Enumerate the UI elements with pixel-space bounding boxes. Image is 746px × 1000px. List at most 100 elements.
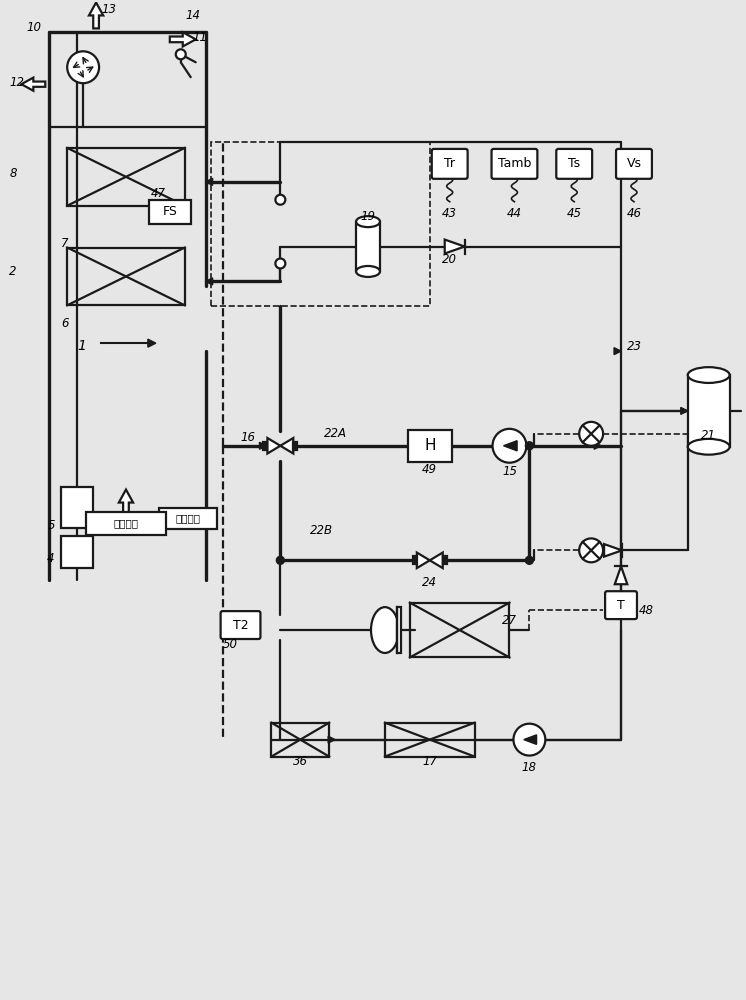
Ellipse shape [688,367,730,383]
Circle shape [525,442,533,450]
Text: 22B: 22B [310,524,333,537]
Text: 14: 14 [186,9,201,22]
Polygon shape [504,441,517,451]
Polygon shape [206,278,213,285]
Bar [67,148,185,206]
Circle shape [275,258,285,268]
Text: 44: 44 [507,207,522,220]
Polygon shape [614,348,621,355]
Ellipse shape [371,607,399,653]
Polygon shape [615,566,627,584]
Polygon shape [170,32,195,46]
Ellipse shape [356,266,380,277]
Text: 1: 1 [78,339,86,353]
Text: 5: 5 [47,519,54,532]
Text: 49: 49 [422,463,437,476]
Circle shape [579,538,603,562]
Bar [61,536,93,568]
Text: 21: 21 [701,429,716,442]
Bar [86,512,166,535]
Polygon shape [89,2,103,28]
Polygon shape [430,553,442,568]
Text: 45: 45 [567,207,582,220]
Polygon shape [681,407,688,414]
Circle shape [67,51,99,83]
Text: H: H [424,438,436,453]
Text: 24: 24 [422,576,437,589]
Bar [263,442,267,450]
Polygon shape [524,735,536,744]
Bar [159,508,216,529]
Text: 23: 23 [627,340,642,353]
Text: 7: 7 [61,237,69,250]
Bar [397,607,401,653]
Text: 16: 16 [240,431,256,444]
Text: 43: 43 [442,207,457,220]
Text: 10: 10 [26,21,41,34]
Text: 外界大气: 外界大气 [113,518,139,528]
Text: 15: 15 [502,465,517,478]
Text: 47: 47 [151,187,166,200]
Text: 22A: 22A [324,427,347,440]
Circle shape [176,49,186,59]
Text: T2: T2 [233,619,248,632]
Polygon shape [260,442,266,449]
Bar [356,222,380,271]
Text: 19: 19 [360,210,375,223]
Text: 18: 18 [522,761,537,774]
Bar [410,603,510,657]
Bar [61,487,93,528]
Bar [442,556,447,564]
FancyBboxPatch shape [221,611,260,639]
Bar [210,142,430,306]
Text: 27: 27 [502,614,517,627]
Text: 12: 12 [10,76,25,89]
Polygon shape [267,438,280,454]
Circle shape [525,556,533,564]
Bar [408,430,451,462]
Text: Ts: Ts [568,157,580,170]
Text: 13: 13 [101,3,116,16]
Text: 17: 17 [422,755,437,768]
Polygon shape [206,178,213,185]
Circle shape [492,429,527,463]
Circle shape [275,195,285,205]
Bar [688,375,730,447]
Polygon shape [119,490,133,515]
Text: 6: 6 [61,317,69,330]
FancyBboxPatch shape [616,149,652,179]
Circle shape [579,422,603,446]
Circle shape [513,724,545,756]
Text: 20: 20 [442,253,457,266]
Polygon shape [148,339,156,347]
Bar [385,723,474,757]
Polygon shape [417,553,430,568]
Text: 50: 50 [223,638,238,651]
Text: FS: FS [163,205,178,218]
Text: 11: 11 [192,31,207,44]
Bar [413,556,417,564]
Polygon shape [22,78,46,91]
Text: 4: 4 [47,552,54,565]
Text: 36: 36 [292,755,308,768]
FancyBboxPatch shape [432,149,468,179]
Bar [272,723,329,757]
Polygon shape [328,736,335,743]
Bar [67,248,185,305]
Ellipse shape [356,216,380,227]
FancyBboxPatch shape [605,591,637,619]
FancyBboxPatch shape [557,149,592,179]
Polygon shape [280,438,293,454]
Polygon shape [445,240,465,254]
Text: Tamb: Tamb [498,157,531,170]
Text: 外界大气: 外界大气 [175,513,200,523]
Polygon shape [136,515,162,530]
Polygon shape [594,442,601,449]
Ellipse shape [688,439,730,455]
Text: Vs: Vs [627,157,642,170]
Text: T: T [617,599,625,612]
FancyBboxPatch shape [492,149,537,179]
Bar [149,200,191,224]
Bar [293,442,298,450]
Text: 2: 2 [10,265,17,278]
